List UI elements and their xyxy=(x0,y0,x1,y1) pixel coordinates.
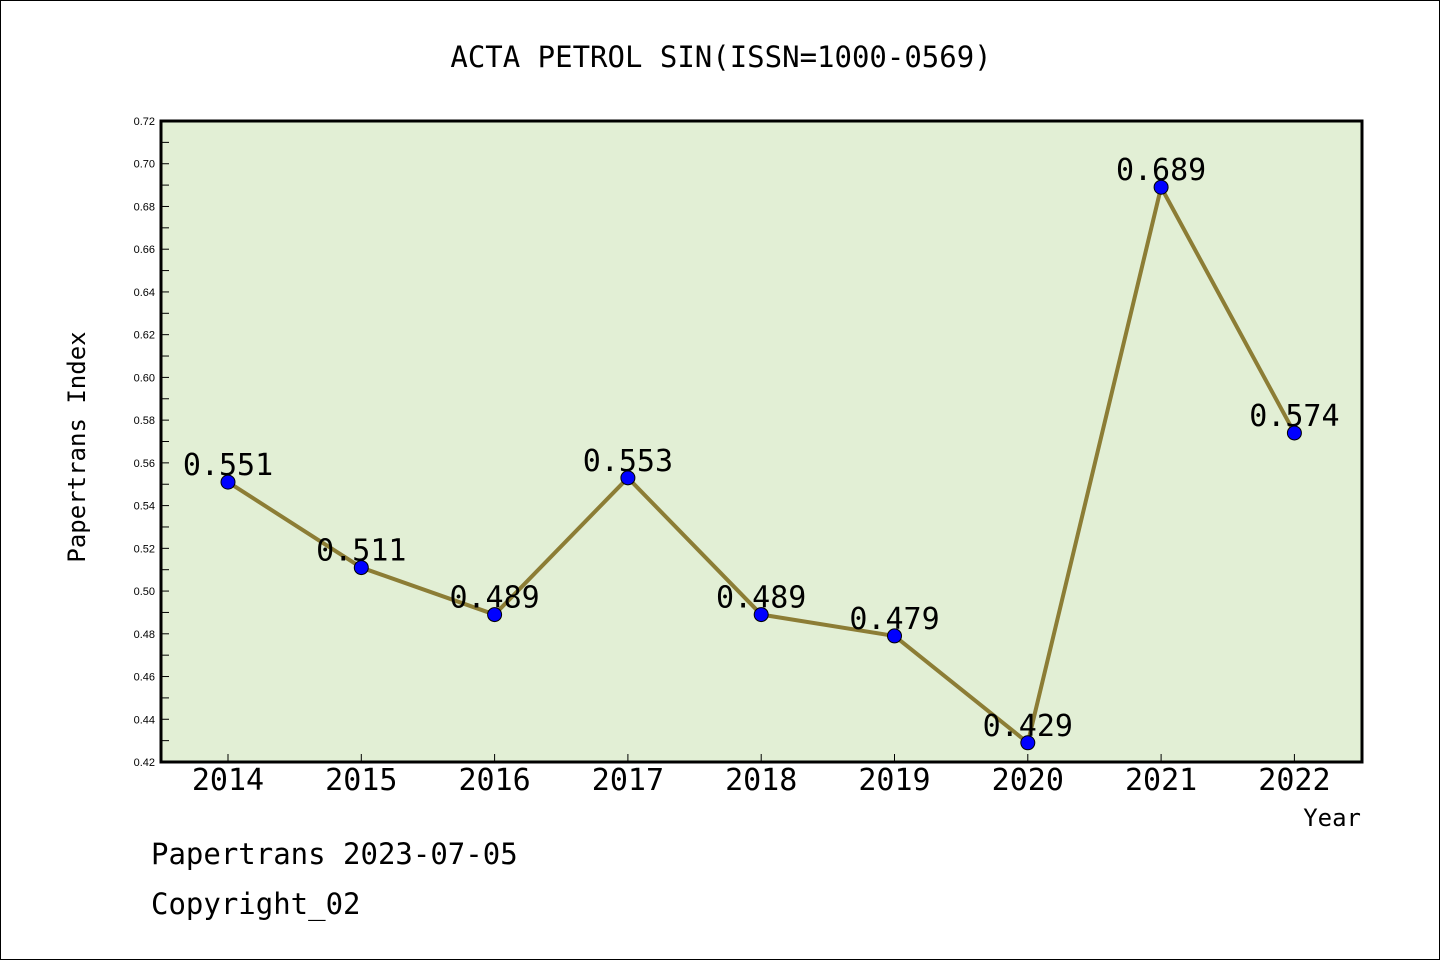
data-label: 0.553 xyxy=(583,444,673,479)
y-tick-label: 0.60 xyxy=(134,372,155,384)
data-label: 0.551 xyxy=(183,448,273,483)
x-tick-label: 2020 xyxy=(992,763,1064,798)
x-axis: 2014 2015 2016 2017 2018 2019 2020 2021 2022 xyxy=(192,754,1331,798)
y-tick-label: 0.70 xyxy=(134,159,155,171)
data-point-marker xyxy=(353,560,369,576)
chart-title: ACTA PETROL SIN(ISSN=1000-0569) xyxy=(450,40,991,74)
x-tick-label: 2014 xyxy=(192,763,264,798)
data-point-marker xyxy=(753,607,769,623)
series-group: 0.551 0.511 0.489 0.553 0.489 0.479 0.429 0.689… xyxy=(183,153,1340,751)
x-tick-label: 2018 xyxy=(725,763,797,798)
y-tick-label: 0.66 xyxy=(134,244,155,256)
x-tick-label: 2016 xyxy=(458,763,530,798)
y-tick-label: 0.48 xyxy=(134,629,155,641)
x-tick-label: 2019 xyxy=(858,763,930,798)
y-tick-label: 0.72 xyxy=(134,116,155,128)
x-tick-label: 2021 xyxy=(1125,763,1197,798)
y-tick-label: 0.68 xyxy=(134,201,155,213)
data-point-marker xyxy=(1153,179,1169,195)
plot-area xyxy=(161,121,1362,762)
data-label: 0.429 xyxy=(983,709,1073,744)
y-tick-label: 0.58 xyxy=(134,415,155,427)
data-label: 0.689 xyxy=(1116,153,1206,188)
y-tick-label: 0.46 xyxy=(134,672,155,684)
data-label: 0.489 xyxy=(716,581,806,616)
x-tick-label: 2017 xyxy=(592,763,664,798)
data-label: 0.489 xyxy=(449,581,539,616)
y-tick-label: 0.52 xyxy=(134,543,155,555)
data-label: 0.479 xyxy=(849,602,939,637)
data-point-marker xyxy=(1020,735,1036,751)
data-point-marker xyxy=(620,470,636,486)
y-tick-label: 0.54 xyxy=(134,501,155,513)
y-tick-label: 0.50 xyxy=(134,586,155,598)
data-point-marker xyxy=(487,607,503,623)
footer-date-text: Papertrans 2023-07-05 xyxy=(151,837,518,871)
y-tick-label: 0.56 xyxy=(134,458,155,470)
y-tick-label: 0.64 xyxy=(134,287,155,299)
y-axis: 0.42 0.44 0.46 0.48 0.50 0.52 0.54 0.56 0.58 0.60… xyxy=(134,116,169,769)
data-label: 0.574 xyxy=(1249,399,1339,434)
plot-border xyxy=(159,119,1364,764)
x-axis-title: Year xyxy=(1303,804,1361,832)
data-point-marker xyxy=(220,474,236,490)
data-point-marker xyxy=(1286,425,1302,441)
y-tick-label: 0.44 xyxy=(134,714,155,726)
y-tick-label: 0.62 xyxy=(134,330,155,342)
x-tick-label: 2022 xyxy=(1258,763,1330,798)
data-label: 0.511 xyxy=(316,534,406,569)
x-tick-label: 2015 xyxy=(325,763,397,798)
data-point-marker xyxy=(887,628,902,644)
y-tick-label: 0.42 xyxy=(134,757,155,769)
footer-copyright-text: Copyright_02 xyxy=(151,887,361,921)
y-axis-title: Papertrans Index xyxy=(63,331,91,562)
